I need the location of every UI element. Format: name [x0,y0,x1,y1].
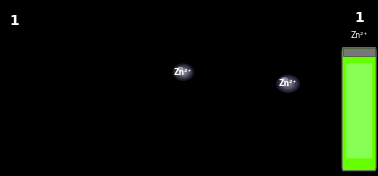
Text: H: H [310,84,318,95]
Text: 1: 1 [354,11,364,25]
Text: N: N [307,52,316,62]
Ellipse shape [175,66,191,78]
Ellipse shape [277,75,299,92]
Text: NH: NH [87,50,100,59]
Text: On-fluorescent: On-fluorescent [244,160,316,170]
Text: 1: 1 [9,14,19,28]
Ellipse shape [178,68,189,76]
Text: HO: HO [142,15,156,24]
Text: Zn²⁺: Zn²⁺ [279,79,297,88]
Text: OH: OH [137,83,151,92]
Text: N: N [241,112,249,122]
Text: Off-fluorescent: Off-fluorescent [70,160,142,170]
Text: N: N [270,50,279,60]
Ellipse shape [173,64,194,80]
Ellipse shape [282,79,294,88]
Text: O: O [305,77,313,87]
Ellipse shape [178,67,183,71]
Text: Zn²⁺: Zn²⁺ [350,31,368,40]
Text: PET: PET [90,89,107,99]
Text: —OH: —OH [327,65,350,74]
Text: O: O [273,23,282,33]
Text: OH: OH [140,50,154,59]
Ellipse shape [279,77,297,90]
FancyBboxPatch shape [346,63,372,158]
Text: N: N [66,119,74,129]
Bar [343,48,375,56]
Text: N: N [107,59,116,69]
Ellipse shape [281,78,287,81]
Text: O: O [121,24,129,34]
Ellipse shape [181,70,186,74]
Text: Zn²⁺: Zn²⁺ [174,68,192,77]
FancyBboxPatch shape [342,48,376,171]
Ellipse shape [285,81,291,86]
